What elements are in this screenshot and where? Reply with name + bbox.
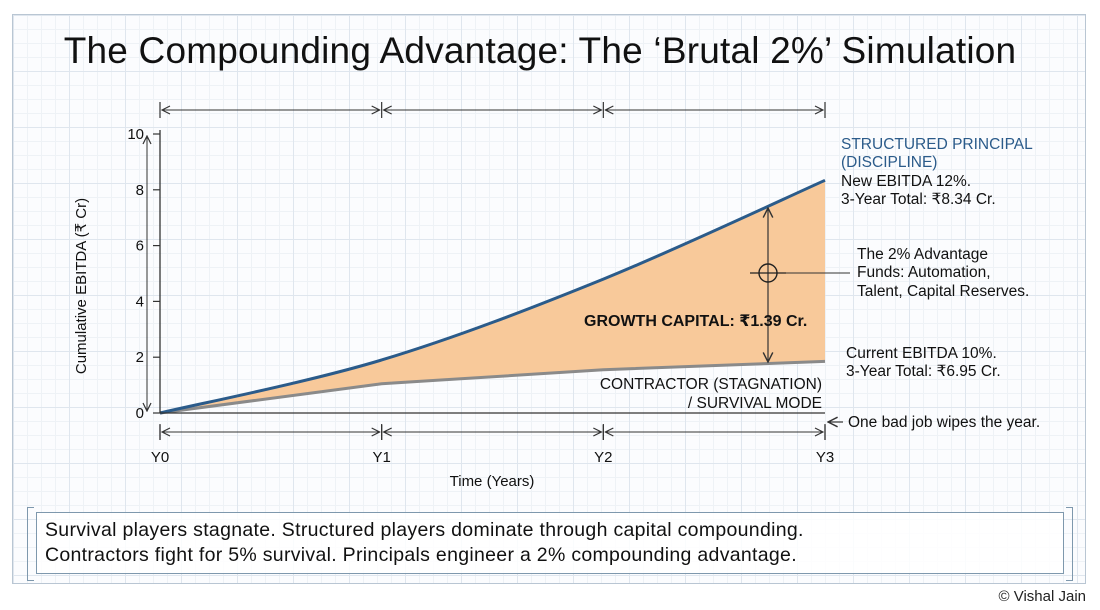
y-tick-label: 0 [136,405,144,422]
contractor-line2: / SURVIVAL MODE [688,395,822,412]
series-line-contractor [159,359,826,415]
advantage-line3: Talent, Capital Reserves. [857,283,1029,300]
x-axis-label: Time (Years) [450,473,535,490]
current-detail-line2: 3-Year Total: ₹6.95 Cr. [846,363,1001,380]
y-tick-label: 6 [136,238,144,255]
summary-bracket-right [1066,507,1073,581]
advantage-marker [750,208,850,362]
growth-capital-area [160,180,825,413]
advantage-line1: The 2% Advantage [857,246,988,263]
principal-detail-line1: New EBITDA 12%. [841,173,971,190]
summary-line1: Survival players stagnate. Structured pl… [45,519,804,541]
chart-axes [147,130,825,414]
summary-bracket-left [27,507,34,581]
credit-text: © Vishal Jain [998,588,1087,605]
principal-detail-line2: 3-Year Total: ₹8.34 Cr. [841,191,996,208]
principal-title-line1: STRUCTURED PRINCIPAL [841,136,1033,153]
x-tick-label: Y0 [151,449,169,466]
growth-capital-label: GROWTH CAPITAL: ₹1.39 Cr. [584,313,807,330]
contractor-line1: CONTRACTOR (STAGNATION) [600,376,822,393]
y-tick-label: 2 [136,349,144,366]
bad-job-label: One bad job wipes the year. [848,414,1040,431]
y-tick-label: 10 [127,126,144,143]
summary-box: Survival players stagnate. Structured pl… [27,507,1073,581]
series-line-principal [159,178,826,415]
advantage-line2: Funds: Automation, [857,264,991,281]
x-ticks: Y0 Y1 Y2 Y3 [151,425,834,466]
dimension-lines [159,102,826,440]
y-tick-label: 8 [136,182,144,199]
series-lines [159,178,826,415]
summary-line2: Contractors fight for 5% survival. Princ… [45,544,797,566]
chart-title: The Compounding Advantage: The ‘Brutal 2… [63,30,1017,71]
x-tick-label: Y2 [594,449,612,466]
x-tick-label: Y3 [816,449,834,466]
y-axis-label: Cumulative EBITDA (₹ Cr) [73,198,90,374]
principal-title-line2: (DISCIPLINE) [841,154,937,171]
current-detail-line1: Current EBITDA 10%. [846,345,997,362]
y-ticks: 0 2 4 6 8 10 [127,126,160,422]
y-tick-label: 4 [136,293,144,310]
x-tick-label: Y1 [372,449,390,466]
